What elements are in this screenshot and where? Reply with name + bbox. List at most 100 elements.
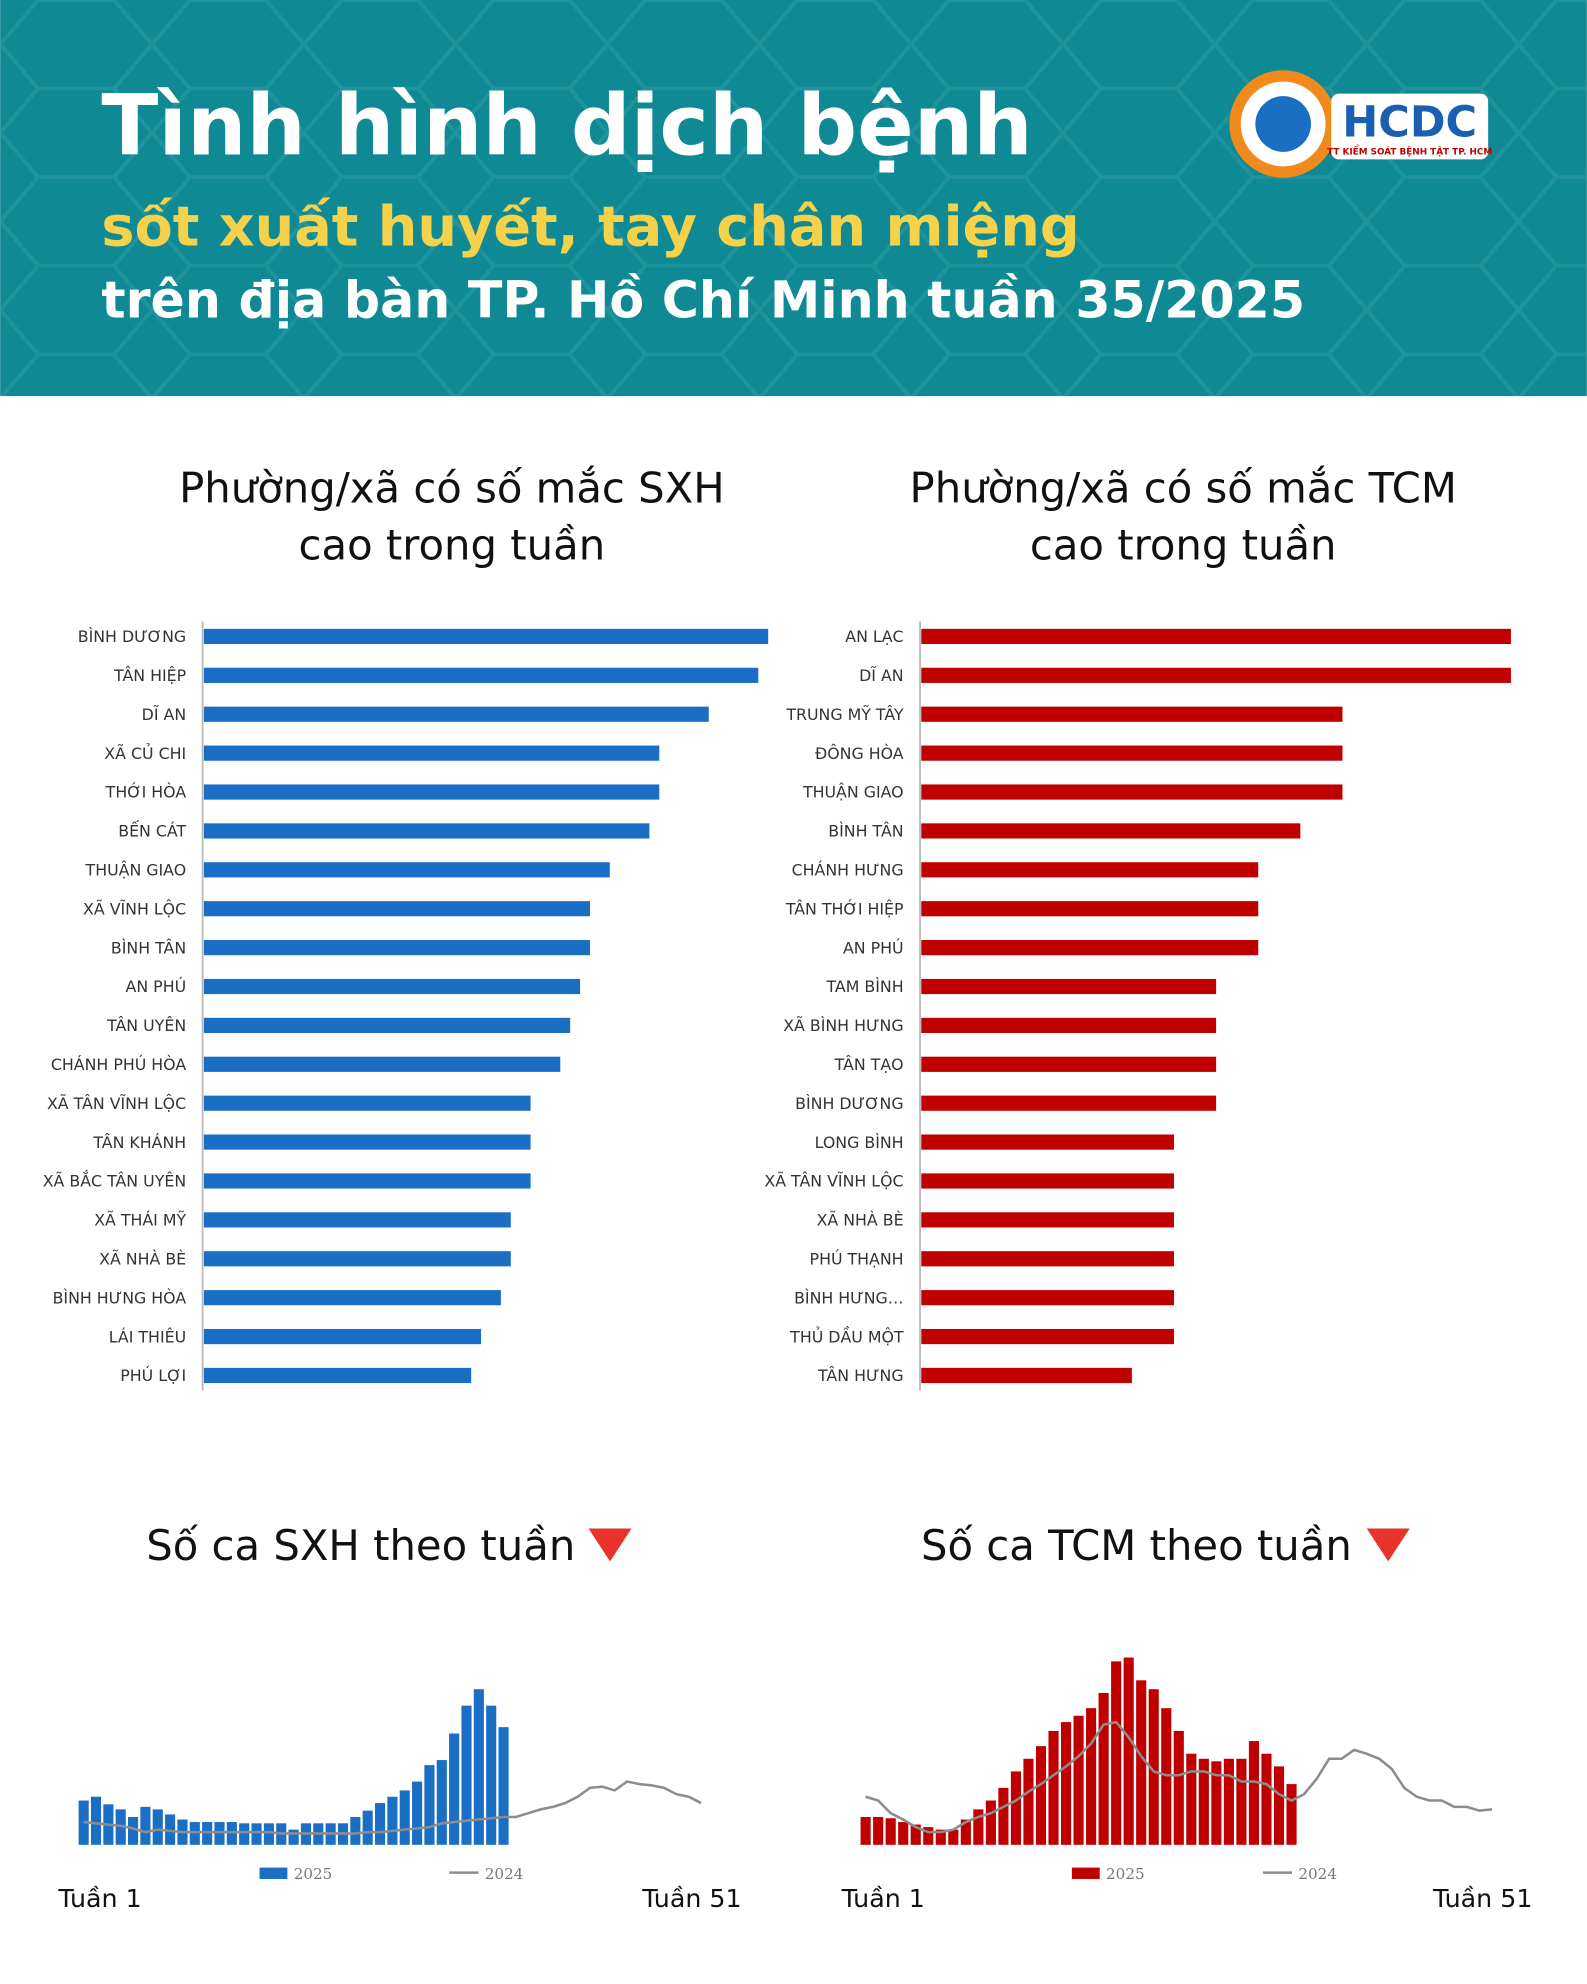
header-subtitle: sốt xuất huyết, tay chân miệng xyxy=(101,194,1079,259)
bar xyxy=(203,1212,511,1228)
line xyxy=(865,1720,1493,1834)
category-label: TÂN THỚI HIỆP xyxy=(785,899,904,918)
bar xyxy=(399,1790,410,1845)
bar xyxy=(203,823,650,839)
bar xyxy=(203,978,581,995)
category-label: THỚI HÒA xyxy=(105,783,187,802)
charts: Phường/xã có số mắc SXH cao trong tuần BÌN… xyxy=(43,463,1533,1912)
category-label: XÃ CỦ CHI xyxy=(104,743,186,763)
category-label: BÌNH TÂN xyxy=(828,822,903,841)
bar xyxy=(1048,1730,1059,1845)
legend-label: 2025 xyxy=(1106,1865,1145,1883)
category-label: TÂN UYÊN xyxy=(106,1016,186,1035)
category-label: TÂN HƯNG xyxy=(817,1366,904,1385)
bar xyxy=(921,1056,1217,1072)
bar xyxy=(203,784,660,800)
category-label: XÃ NHÀ BÈ xyxy=(817,1211,904,1230)
bar xyxy=(921,1328,1174,1345)
chart-title: Số ca SXH theo tuần xyxy=(146,1521,575,1570)
bar xyxy=(921,784,1343,800)
chart-title: Phường/xã có số mắc TCM xyxy=(910,463,1457,512)
bar xyxy=(910,1824,921,1845)
bar xyxy=(921,667,1511,683)
bar xyxy=(90,1796,102,1845)
down-triangle xyxy=(1366,1528,1410,1562)
category-label: XÃ NHÀ BÈ xyxy=(99,1249,186,1268)
category-label: THUẬN GIAO xyxy=(85,861,187,880)
legend-label: 2025 xyxy=(294,1865,333,1883)
legend-label: 2024 xyxy=(1298,1865,1337,1883)
chart-title: cao trong tuần xyxy=(1030,520,1337,569)
bar xyxy=(203,940,590,956)
category-label: XÃ TÂN VĨNH LỘC xyxy=(764,1172,903,1191)
category-label: XÃ BÌNH HƯNG xyxy=(783,1016,903,1035)
category-label: DĨ AN xyxy=(142,705,186,724)
bar xyxy=(424,1765,435,1845)
bar xyxy=(921,1173,1174,1189)
bar xyxy=(860,1816,871,1845)
bar xyxy=(1186,1753,1197,1845)
bar xyxy=(263,1823,274,1845)
bar xyxy=(203,667,759,683)
category-label: XÃ BẮC TÂN UYÊN xyxy=(43,1170,186,1191)
category-label: PHÚ THẠNH xyxy=(810,1249,904,1268)
bar xyxy=(1261,1753,1272,1845)
bar xyxy=(1173,1730,1184,1845)
category-label: BÌNH HƯNG HÒA xyxy=(53,1288,187,1307)
category-label: XÃ VĨNH LỘC xyxy=(83,899,186,918)
bar xyxy=(350,1816,361,1845)
bar xyxy=(921,940,1259,956)
bar xyxy=(921,978,1217,995)
x-end-label: Tuần 51 xyxy=(1432,1884,1532,1913)
header-line3: trên địa bàn TP. Hồ Chí Minh tuần 35/202… xyxy=(101,271,1305,330)
bar xyxy=(203,628,769,645)
header-pattern xyxy=(0,0,1587,397)
bar xyxy=(1248,1741,1260,1845)
bar xyxy=(461,1705,472,1845)
category-label: THỦ DẦU MỘT xyxy=(789,1325,904,1346)
legend-swatch xyxy=(1071,1867,1100,1879)
bar xyxy=(203,1290,501,1306)
chart-title: Số ca TCM theo tuần xyxy=(921,1521,1352,1570)
bar xyxy=(1236,1758,1247,1845)
bar xyxy=(998,1787,1009,1845)
bar xyxy=(921,1017,1217,1033)
bar xyxy=(1098,1692,1109,1845)
bar xyxy=(203,1134,531,1150)
category-label: LONG BÌNH xyxy=(815,1133,904,1152)
bar xyxy=(1286,1784,1297,1845)
bar xyxy=(1060,1722,1072,1845)
bar xyxy=(203,901,590,917)
category-label: AN PHÚ xyxy=(126,977,187,996)
legend-swatch xyxy=(259,1867,288,1879)
category-label: TRUNG MỸ TÂY xyxy=(785,705,904,724)
bar xyxy=(921,1367,1132,1384)
bar xyxy=(436,1760,447,1845)
chart-title: cao trong tuần xyxy=(299,520,606,569)
bar xyxy=(960,1819,971,1845)
category-label: LÁI THIÊU xyxy=(109,1327,186,1346)
category-label: TÂN KHÁNH xyxy=(92,1133,186,1152)
bar xyxy=(973,1809,984,1845)
bar xyxy=(473,1689,484,1845)
bar xyxy=(203,1056,561,1072)
bar xyxy=(935,1829,946,1845)
bar xyxy=(921,628,1511,645)
bar xyxy=(1223,1758,1234,1845)
bar xyxy=(921,745,1343,761)
bar xyxy=(203,862,610,878)
bar xyxy=(203,1367,472,1384)
bar xyxy=(921,901,1259,917)
category-label: AN PHÚ xyxy=(843,938,904,957)
bar xyxy=(239,1823,250,1845)
logo-core xyxy=(1255,96,1312,152)
bar xyxy=(152,1809,163,1845)
bar xyxy=(127,1816,139,1845)
bar xyxy=(288,1829,299,1845)
bar xyxy=(203,1095,531,1111)
category-label: XÃ THÁI MỸ xyxy=(94,1211,186,1230)
bar xyxy=(387,1796,398,1845)
legend-label: 2024 xyxy=(485,1865,524,1883)
bar xyxy=(1123,1657,1134,1845)
